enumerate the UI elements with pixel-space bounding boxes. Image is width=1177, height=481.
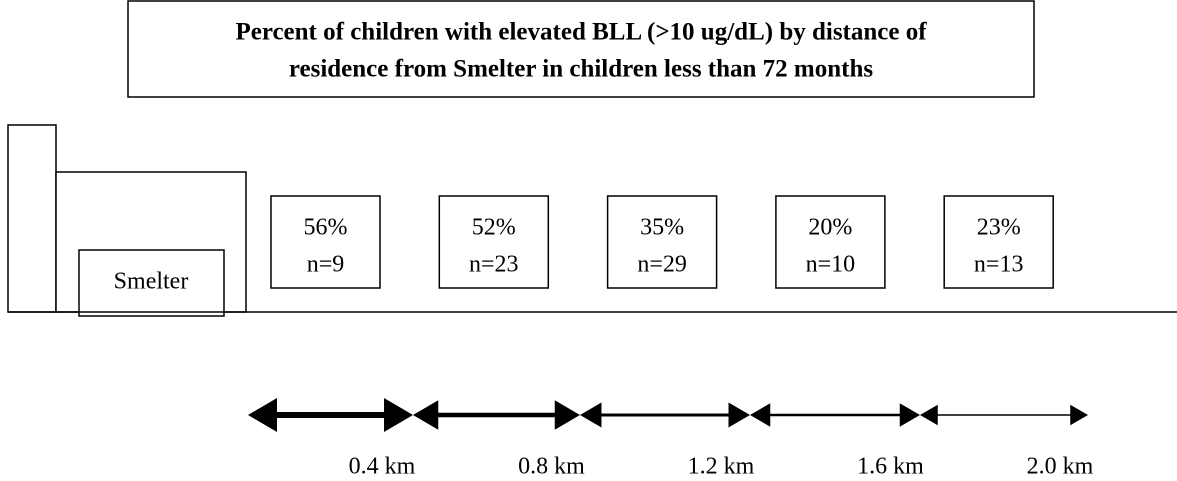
arrow-head bbox=[554, 400, 580, 430]
arrow-head bbox=[920, 404, 938, 426]
zone-n: n=9 bbox=[307, 252, 345, 278]
arrow-head bbox=[1070, 404, 1088, 426]
zone-percent: 56% bbox=[304, 215, 348, 241]
zone-box bbox=[775, 195, 886, 289]
arrow-head bbox=[413, 400, 439, 430]
zone-n: n=13 bbox=[974, 252, 1024, 278]
distance-label: 0.4 km bbox=[349, 454, 416, 480]
arrow-head bbox=[248, 398, 277, 432]
smelter-label: Smelter bbox=[114, 269, 189, 295]
arrow-head bbox=[384, 398, 413, 432]
zone-n: n=23 bbox=[469, 252, 519, 278]
title-box bbox=[127, 0, 1035, 98]
distance-label: 0.8 km bbox=[518, 454, 585, 480]
arrow-head bbox=[899, 403, 920, 427]
arrow-head bbox=[750, 403, 771, 427]
zone-box bbox=[270, 195, 381, 289]
zones: 56% n=9 52% n=23 35% n=29 20% n=10 23% n=13 bbox=[270, 195, 1054, 289]
zone-n: n=10 bbox=[806, 252, 856, 278]
distance-label: 1.6 km bbox=[857, 454, 924, 480]
zone-box bbox=[606, 195, 718, 289]
distance-labels: 0.4 km 0.8 km 1.2 km 1.6 km 2.0 km bbox=[349, 454, 1094, 480]
arrow-head bbox=[580, 402, 602, 428]
zone-percent: 52% bbox=[472, 215, 516, 241]
title-line: residence from Smelter in children less … bbox=[289, 56, 874, 83]
zone-box bbox=[943, 195, 1054, 289]
zone-n: n=29 bbox=[637, 252, 687, 278]
arrows bbox=[248, 398, 1088, 432]
chimney bbox=[7, 124, 57, 313]
distance-label: 1.2 km bbox=[688, 454, 755, 480]
smelter-box bbox=[78, 249, 225, 317]
zone-percent: 20% bbox=[808, 215, 852, 241]
arrow-head bbox=[728, 402, 750, 428]
zone-percent: 23% bbox=[977, 215, 1021, 241]
distance-label: 2.0 km bbox=[1027, 454, 1094, 480]
title-line: Percent of children with elevated BLL (>… bbox=[235, 19, 927, 46]
zone-box bbox=[438, 195, 550, 289]
zone-percent: 35% bbox=[640, 215, 684, 241]
